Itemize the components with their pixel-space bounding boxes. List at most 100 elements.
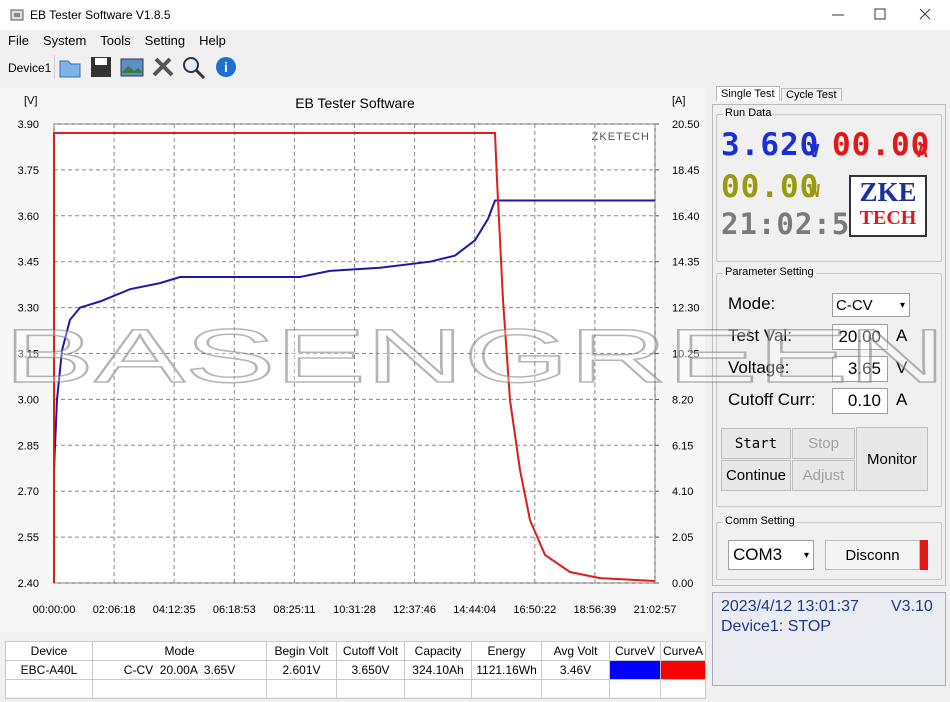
mode-combo[interactable]: C-CV ▾ <box>832 293 910 317</box>
data-row: EBC-A40L C-CV 20.00A 3.65V 2.601V 3.650V 324… <box>5 660 706 680</box>
y-tick-label: 3.30 <box>18 303 39 315</box>
tab-page <box>712 104 946 586</box>
group-caption: Comm Setting <box>723 515 797 527</box>
logo-text: ZKE <box>859 177 917 207</box>
adjust-button[interactable]: Adjust <box>792 460 855 491</box>
port-value: COM3 <box>733 545 783 564</box>
port-combo[interactable]: COM3 ▾ <box>728 540 814 570</box>
toolbar-icons[interactable]: i <box>54 53 244 81</box>
data-cell: 2.601V <box>266 660 337 680</box>
x-tick-label: 06:18:53 <box>213 604 256 616</box>
continue-button[interactable]: Continue <box>721 460 791 491</box>
power-display: 00.00 <box>721 169 820 205</box>
field-label: Mode: <box>728 294 776 313</box>
header-cell: Cutoff Volt <box>336 641 405 661</box>
field-label: Cutoff Curr: <box>728 390 816 409</box>
field-input[interactable]: 20.00 <box>832 324 888 350</box>
header-cell: CurveV <box>609 641 661 661</box>
field-value: 3.65 <box>847 359 881 378</box>
y-tick-label: 2.85 <box>18 440 39 452</box>
monitor-button[interactable]: Monitor <box>856 427 928 491</box>
empty-cell <box>336 679 405 699</box>
field-input[interactable]: 0.10 <box>832 388 888 414</box>
field-value: C-CV <box>836 296 873 314</box>
menu-bar: File System Tools Setting Help <box>8 33 240 48</box>
status-device: Device1: STOP <box>721 618 831 635</box>
y2-tick-label: 12.30 <box>672 303 700 315</box>
status-datetime: 2023/4/12 13:01:37 <box>721 598 859 615</box>
data-cell: C-CV 20.00A 3.65V <box>92 660 267 680</box>
y-tick-label: 3.90 <box>18 119 39 131</box>
header-cell: Energy <box>471 641 542 661</box>
current-unit: A <box>917 141 929 162</box>
data-cell: 3.650V <box>336 660 405 680</box>
header-cell: CurveA <box>660 641 706 661</box>
header-cell: Begin Volt <box>266 641 337 661</box>
status-panel: 2023/4/12 13:01:37 V3.10 Device1: STOP <box>712 592 946 686</box>
empty-cell <box>541 679 610 699</box>
x-tick-label: 21:02:57 <box>634 604 677 616</box>
current-display: 00.00 <box>832 127 931 163</box>
x-tick-label: 18:56:39 <box>573 604 616 616</box>
y-tick-label: 2.55 <box>18 532 39 544</box>
parameter-group: Parameter Setting <box>716 266 942 507</box>
menu-item[interactable]: File <box>8 33 29 48</box>
y-axis-label: [V] <box>24 95 37 107</box>
run-data-group: Run Data 3.620 V 00.00 A 00.00 W 21:02:5… <box>716 107 942 262</box>
empty-cell <box>404 679 472 699</box>
x-tick-label: 08:25:11 <box>273 604 315 616</box>
field-unit: V <box>896 358 908 377</box>
y-tick-label: 3.00 <box>18 394 39 406</box>
tab[interactable]: Cycle Test <box>781 88 842 101</box>
menu-item[interactable]: Help <box>199 33 226 48</box>
menu-item[interactable]: Setting <box>144 33 186 48</box>
voltage-unit: V <box>809 141 821 162</box>
curve-swatch <box>660 660 706 680</box>
app-icon <box>10 9 24 21</box>
y-tick-label: 3.60 <box>18 211 39 223</box>
title-bar: EB Tester Software V1.8.5 <box>0 0 950 30</box>
empty-cell <box>5 679 93 699</box>
y2-tick-label: 16.40 <box>672 211 700 223</box>
curve-swatch <box>609 660 661 680</box>
annotation: ZKETECH <box>592 131 650 143</box>
y2-tick-label: 0.00 <box>672 578 693 590</box>
menu-item[interactable]: System <box>42 33 87 48</box>
chart-title: EB Tester Software <box>295 95 415 111</box>
logo: ZKE TECH <box>849 175 927 237</box>
svg-text:i: i <box>224 59 228 75</box>
y2-tick-label: 4.10 <box>672 486 693 498</box>
y2-tick-label: 6.15 <box>672 440 693 452</box>
empty-row <box>5 679 706 699</box>
x-tick-label: 16:50:22 <box>513 604 556 616</box>
y-tick-label: 3.75 <box>18 165 39 177</box>
field-input[interactable]: 3.65 <box>832 356 888 382</box>
power-unit: W <box>809 181 821 202</box>
header-cell: Avg Volt <box>541 641 610 661</box>
empty-cell <box>266 679 337 699</box>
field-label: Voltage: <box>728 358 790 377</box>
y-tick-label: 3.45 <box>18 257 39 269</box>
empty-cell <box>471 679 542 699</box>
header-cell: Device <box>5 641 93 661</box>
header-row: Device Mode Begin Volt Cutoff Volt Capacity E… <box>5 641 706 661</box>
time-display: 21:02:50 <box>721 207 869 241</box>
disconnect-button[interactable]: Disconn <box>825 540 920 570</box>
x-tick-label: 10:31:28 <box>333 604 376 616</box>
logo-text: TECH <box>859 207 917 229</box>
header-cell: Capacity <box>404 641 472 661</box>
tab[interactable]: Single Test <box>716 86 780 101</box>
field-label: Test Val: <box>728 326 792 345</box>
menu-item[interactable]: Tools <box>100 33 131 48</box>
comm-group: Comm Setting <box>716 515 942 580</box>
field-value: 20.00 <box>838 327 881 346</box>
empty-cell <box>660 679 706 699</box>
window-controls[interactable] <box>820 0 950 30</box>
device-label: Device1 <box>8 61 52 75</box>
chart: EB Tester Software [V] [A] ZKETECH 2.40 2.… <box>0 88 705 632</box>
series-line <box>53 132 656 583</box>
start-button[interactable]: Start <box>721 428 791 459</box>
x-tick-label: 14:44:04 <box>453 604 496 616</box>
stop-button[interactable]: Stop <box>792 428 855 459</box>
